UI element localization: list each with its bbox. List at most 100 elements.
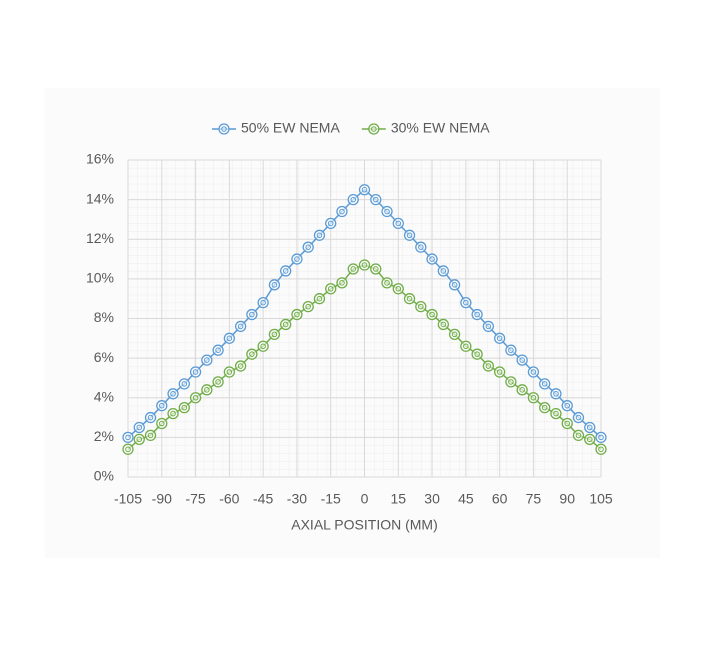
marker [358,184,371,196]
marker [133,421,145,434]
marker [403,229,416,241]
marker [313,229,326,241]
x-tick-label: -60 [219,491,239,507]
marker [392,217,404,230]
marker [415,241,427,253]
marker [122,443,134,455]
marker [218,123,230,135]
marker [178,402,190,414]
marker [212,376,224,388]
marker [539,402,551,414]
y-tick-label: 10% [86,270,114,286]
marker [268,279,281,291]
marker [212,344,224,356]
marker [156,400,168,412]
marker [167,388,179,400]
marker [426,253,438,265]
marker [234,360,247,372]
marker [370,263,382,275]
marker [201,384,213,396]
marker [234,320,247,333]
x-tick-label: 15 [390,491,406,507]
marker [302,241,314,253]
marker [268,328,281,341]
marker [437,265,449,277]
marker [482,360,495,372]
marker [516,354,528,366]
marker [403,293,416,305]
marker [471,348,483,360]
marker [325,217,337,230]
x-tick-label: -75 [185,491,205,507]
x-tick-label: -15 [321,491,341,507]
legend-label: 50% EW NEMA [241,120,340,136]
marker [437,318,449,331]
x-tick-label: 105 [589,491,613,507]
marker [471,308,483,321]
marker [257,340,269,352]
marker [415,300,427,313]
marker [539,378,551,390]
marker [572,429,585,442]
y-tick-label: 16% [86,151,114,167]
marker [516,384,528,396]
marker [189,392,202,404]
marker [561,417,573,430]
x-axis-label: AXIAL POSITION (MM) [291,517,438,533]
marker [302,300,314,313]
marker [527,366,540,378]
marker [505,344,517,356]
marker [561,400,573,412]
marker [493,366,506,378]
marker [358,259,371,271]
marker [178,378,190,390]
marker [257,296,269,309]
marker [392,283,404,295]
marker [280,265,292,277]
marker [313,293,326,305]
marker [201,354,213,366]
marker [223,366,236,378]
x-tick-label: 60 [492,491,508,507]
marker [584,433,596,446]
y-tick-label: 4% [94,388,114,404]
marker [381,205,393,218]
y-tick-label: 0% [94,468,114,484]
x-tick-label: 45 [458,491,474,507]
marker [460,340,472,352]
x-tick-label: 75 [526,491,542,507]
y-tick-label: 12% [86,230,114,246]
marker [223,332,236,344]
marker [595,443,607,455]
y-tick-label: 6% [94,349,114,365]
marker [381,277,393,289]
marker [527,392,540,404]
x-tick-label: -45 [253,491,273,507]
marker [448,279,461,291]
x-tick-label: 0 [361,491,369,507]
marker [426,308,438,321]
x-tick-label: -30 [287,491,307,507]
marker [482,320,495,333]
legend-label: 30% EW NEMA [391,120,490,136]
marker [595,431,607,444]
marker [189,366,202,378]
marker [448,328,461,341]
marker [246,308,258,321]
marker [550,388,562,400]
y-tick-label: 14% [86,190,114,206]
x-tick-label: -90 [152,491,172,507]
marker [122,431,134,444]
marker [325,283,337,295]
y-tick-label: 8% [94,309,114,325]
marker [505,376,517,388]
x-tick-label: 90 [559,491,575,507]
marker [291,308,303,321]
marker [144,429,157,442]
marker [336,277,348,289]
marker [144,411,157,424]
marker [347,263,359,275]
marker [368,123,380,135]
marker [572,411,585,424]
